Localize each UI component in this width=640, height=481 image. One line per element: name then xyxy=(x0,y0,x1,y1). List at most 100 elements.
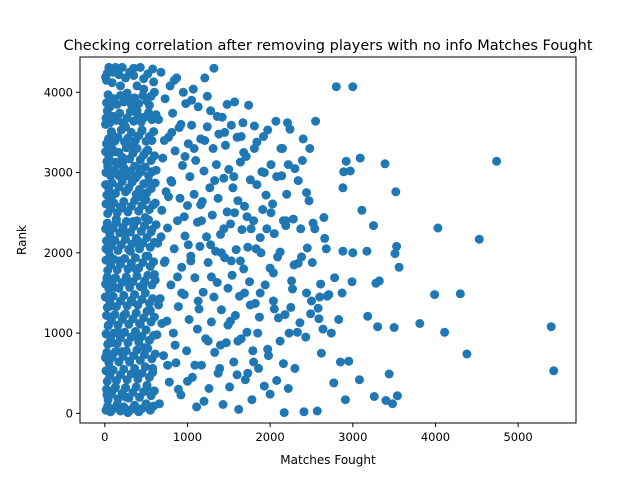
data-point xyxy=(316,279,326,289)
data-point xyxy=(340,395,350,405)
data-point xyxy=(338,246,348,256)
data-point xyxy=(337,288,347,298)
data-point xyxy=(369,221,378,231)
data-point xyxy=(112,339,122,348)
data-point xyxy=(103,321,113,331)
data-point xyxy=(301,332,311,342)
data-point xyxy=(318,324,328,334)
data-point xyxy=(255,288,265,298)
data-point xyxy=(244,100,254,110)
data-point xyxy=(254,312,264,322)
data-point xyxy=(290,363,300,373)
data-point xyxy=(320,233,330,243)
data-point xyxy=(114,148,124,157)
data-point xyxy=(102,376,112,386)
x-tick-label: 4000 xyxy=(421,430,450,444)
data-point xyxy=(125,227,135,237)
data-point xyxy=(219,173,229,183)
chart-title: Checking correlation after removing play… xyxy=(63,38,592,54)
data-point xyxy=(249,216,259,226)
data-point xyxy=(122,375,132,385)
data-point xyxy=(230,208,240,218)
data-point xyxy=(114,283,124,293)
data-point xyxy=(242,327,252,337)
data-point xyxy=(177,288,187,298)
data-point xyxy=(180,152,190,161)
data-point xyxy=(145,242,155,252)
data-point xyxy=(101,180,111,190)
data-point xyxy=(200,73,210,83)
data-point xyxy=(311,116,321,126)
data-point xyxy=(354,375,364,385)
data-point xyxy=(167,127,177,137)
data-point xyxy=(322,291,332,301)
data-point xyxy=(208,144,218,153)
data-point xyxy=(146,391,156,401)
data-point xyxy=(233,336,243,346)
data-point xyxy=(329,378,339,388)
data-point xyxy=(252,180,262,190)
data-point xyxy=(240,201,249,211)
data-point xyxy=(114,70,124,80)
data-point xyxy=(293,176,303,186)
data-point xyxy=(549,366,559,376)
data-point xyxy=(384,369,394,379)
data-point xyxy=(169,75,179,85)
data-point xyxy=(173,272,182,282)
data-point xyxy=(341,156,351,166)
data-point xyxy=(268,268,278,278)
data-point xyxy=(315,292,325,302)
data-point xyxy=(154,300,163,310)
data-point xyxy=(269,229,279,239)
data-point xyxy=(158,153,168,163)
data-point xyxy=(160,256,170,266)
data-point xyxy=(206,272,216,282)
data-point xyxy=(197,216,206,226)
x-axis-label: Matches Fought xyxy=(280,453,376,467)
data-point xyxy=(156,232,166,242)
data-point xyxy=(310,224,320,234)
data-point xyxy=(229,172,239,182)
data-point xyxy=(226,219,235,229)
data-point xyxy=(111,62,120,72)
data-point xyxy=(142,188,152,198)
data-point xyxy=(305,144,315,153)
data-point xyxy=(117,62,127,72)
data-point xyxy=(307,258,317,267)
data-point xyxy=(306,309,316,319)
data-point xyxy=(266,160,276,170)
data-point xyxy=(102,236,111,246)
data-point xyxy=(168,328,178,338)
data-point xyxy=(273,252,283,262)
data-point xyxy=(260,280,270,290)
data-point xyxy=(223,283,233,293)
data-point xyxy=(255,233,265,243)
data-point xyxy=(282,189,292,199)
data-point xyxy=(265,389,275,399)
data-point xyxy=(159,351,168,361)
data-point xyxy=(348,248,358,258)
data-point xyxy=(256,248,266,258)
data-point xyxy=(101,113,111,123)
data-point xyxy=(287,276,297,286)
data-point xyxy=(312,406,322,416)
data-point xyxy=(111,376,121,385)
data-point xyxy=(182,346,192,356)
data-point xyxy=(272,172,282,182)
data-point xyxy=(232,370,242,380)
data-point xyxy=(135,62,145,72)
data-point xyxy=(362,246,372,256)
data-point xyxy=(183,376,192,386)
data-point xyxy=(121,143,131,153)
data-point xyxy=(321,244,331,254)
data-point xyxy=(392,241,402,251)
data-point xyxy=(220,127,230,137)
data-point xyxy=(123,207,133,217)
data-point xyxy=(159,136,169,145)
data-point xyxy=(246,224,256,234)
data-point xyxy=(261,190,271,200)
data-point xyxy=(102,310,111,320)
data-point xyxy=(192,402,202,412)
data-point xyxy=(474,234,484,244)
